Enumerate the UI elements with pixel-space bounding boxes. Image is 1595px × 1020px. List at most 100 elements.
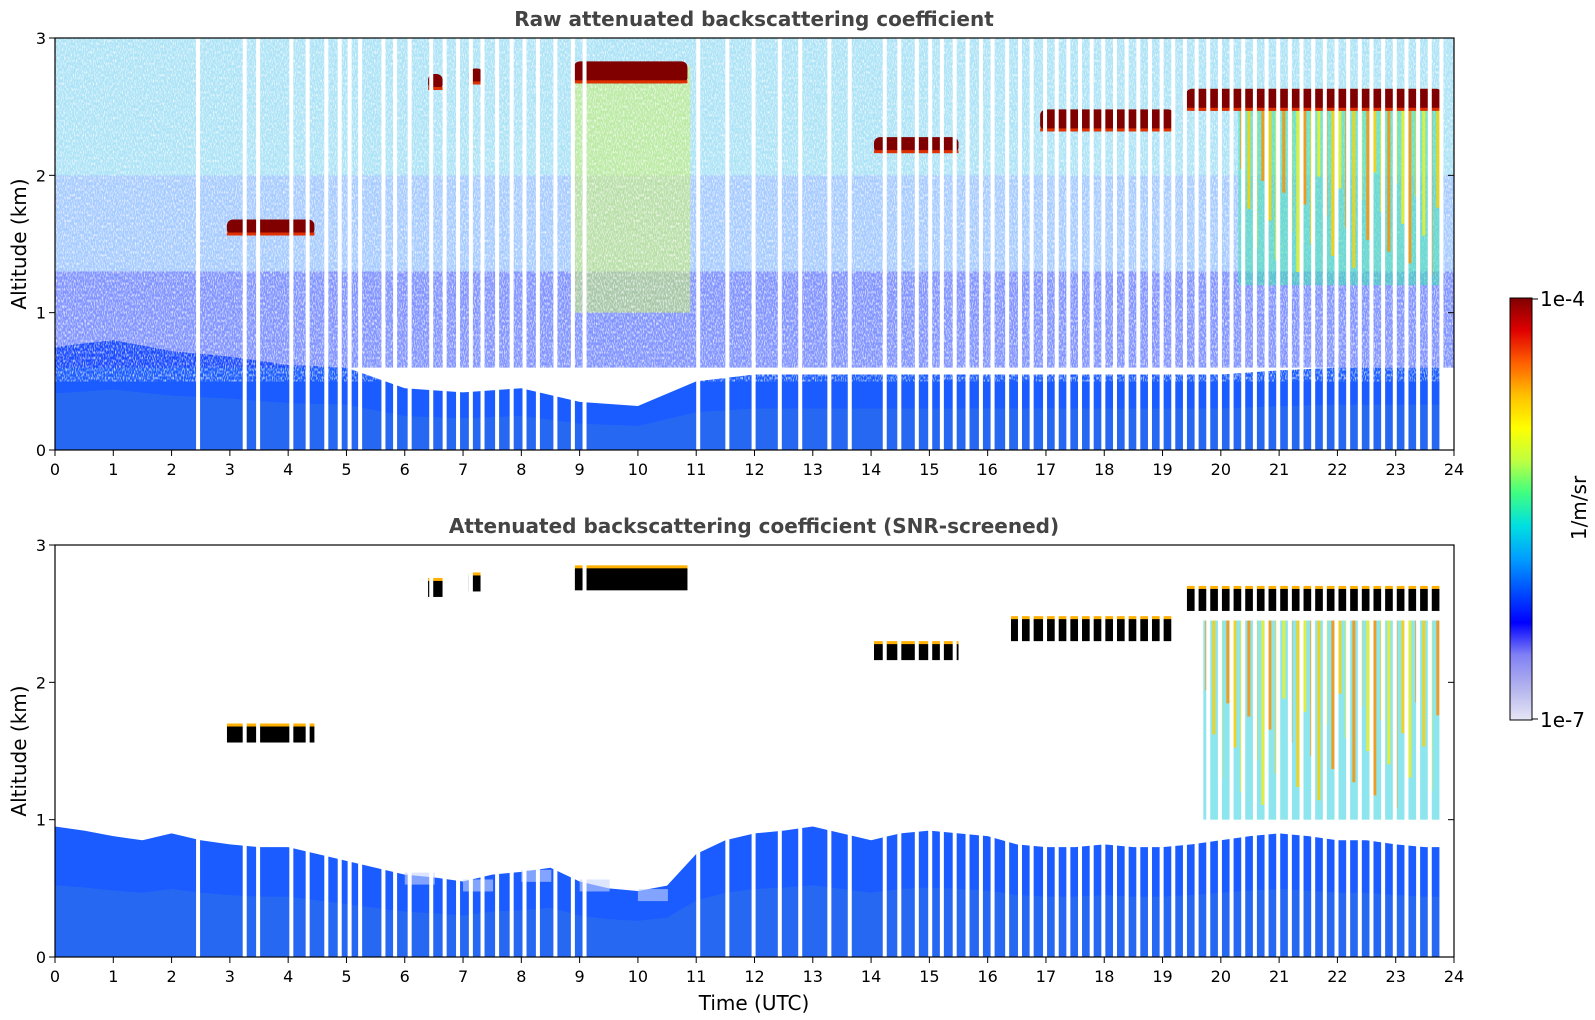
- raw-data-gap: [696, 38, 701, 450]
- raw-data-gap: [751, 38, 756, 450]
- raw-cloud-edge: [573, 80, 688, 84]
- snr-data-gap: [358, 545, 363, 957]
- raw-boundary-layer-core: [55, 389, 1443, 450]
- raw-data-gap: [1159, 38, 1164, 450]
- colorbar-min-label: 1e-7: [1540, 708, 1585, 732]
- snr-data-gap: [1299, 545, 1304, 957]
- raw-panel-title: Raw attenuated backscattering coefficien…: [514, 7, 994, 31]
- raw-x-tick-label: 24: [1444, 460, 1464, 479]
- raw-data-gap: [480, 38, 485, 450]
- snr-precip-streak: [1408, 620, 1412, 778]
- snr-x-tick-label: 9: [575, 967, 585, 986]
- raw-cloud-edge: [1040, 128, 1175, 132]
- raw-data-gap: [1276, 38, 1281, 450]
- raw-precip-streak: [1261, 106, 1265, 181]
- raw-precip-streak: [1387, 106, 1391, 252]
- snr-data-gap: [1217, 545, 1222, 957]
- snr-data-gap: [1043, 545, 1048, 957]
- raw-data-gap: [952, 38, 957, 450]
- raw-precip-streak: [1338, 106, 1342, 189]
- snr-precip-streak: [1436, 620, 1440, 716]
- snr-data-gap: [381, 545, 386, 957]
- snr-data-gap: [1334, 545, 1339, 957]
- raw-precip-streak: [1296, 106, 1300, 272]
- raw-data-gap: [1252, 38, 1257, 450]
- raw-x-tick-label: 12: [744, 460, 764, 479]
- snr-x-tick-label: 20: [1211, 967, 1231, 986]
- snr-y-tick-label: 0: [36, 948, 46, 967]
- raw-precip-streak: [1408, 106, 1412, 264]
- snr-precip-streak: [1352, 620, 1356, 783]
- raw-data-gap: [1404, 38, 1409, 450]
- raw-cloud-layer: [1040, 109, 1175, 132]
- snr-data-gap: [407, 545, 412, 957]
- snr-x-tick-label: 13: [803, 967, 823, 986]
- snr-data-gap: [1357, 545, 1362, 957]
- raw-precip-streak: [1436, 106, 1440, 208]
- raw-x-tick-label: 5: [341, 460, 351, 479]
- snr-data-gap: [495, 545, 500, 957]
- snr-bl-wisp: [463, 879, 494, 892]
- raw-data-gap: [381, 38, 386, 450]
- raw-x-tick-label: 14: [861, 460, 881, 479]
- snr-data-gap: [570, 545, 575, 957]
- raw-data-gap: [1381, 38, 1386, 450]
- snr-x-tick-label: 16: [977, 967, 997, 986]
- snr-data-gap: [798, 545, 803, 957]
- raw-x-tick-label: 9: [575, 460, 585, 479]
- snr-data-gap: [429, 545, 434, 957]
- raw-data-gap: [1427, 38, 1432, 450]
- snr-data-gap: [1264, 545, 1269, 957]
- raw-data-gap: [242, 38, 247, 450]
- snr-x-tick-label: 21: [1269, 967, 1289, 986]
- raw-data-gap: [468, 38, 473, 450]
- raw-data-gap: [1017, 38, 1022, 450]
- raw-data-gap: [1089, 38, 1094, 450]
- snr-bl-wisp: [579, 879, 610, 892]
- raw-cloud-edge: [428, 86, 443, 90]
- snr-data-gap: [1229, 545, 1234, 957]
- raw-data-gap: [1369, 38, 1374, 450]
- snr-y-axis: 0 1 2 3: [36, 536, 1454, 967]
- raw-data-gap: [1005, 38, 1010, 450]
- snr-data-gap: [1439, 545, 1444, 957]
- snr-precip-streak: [1373, 620, 1377, 796]
- raw-precip-streak: [1366, 106, 1370, 240]
- raw-data-gap: [777, 38, 782, 450]
- raw-x-tick-label: 3: [225, 460, 235, 479]
- raw-data-gap: [1334, 38, 1339, 450]
- raw-data-gap: [1229, 38, 1234, 450]
- raw-precip-streak: [1422, 106, 1426, 236]
- snr-data-gap: [1322, 545, 1327, 957]
- raw-precip-streak: [1247, 106, 1251, 209]
- snr-precip-streak: [1226, 620, 1230, 704]
- snr-data-gap: [928, 545, 933, 957]
- snr-data-gap: [696, 545, 701, 957]
- snr-data-gap: [468, 545, 473, 957]
- raw-x-tick-label: 18: [1094, 460, 1114, 479]
- raw-data-gap: [827, 38, 832, 450]
- snr-data-gap: [1029, 545, 1034, 957]
- raw-data-gap: [337, 38, 342, 450]
- snr-data-gap: [939, 545, 944, 957]
- snr-data-gap: [393, 545, 398, 957]
- snr-x-tick-label: 18: [1094, 967, 1114, 986]
- snr-precip-streak: [1317, 620, 1321, 801]
- snr-cloud-edge: [468, 572, 484, 577]
- raw-data-gap: [1392, 38, 1397, 450]
- raw-data-gap: [495, 38, 500, 450]
- snr-data-gap: [952, 545, 957, 957]
- raw-data-gap: [305, 38, 310, 450]
- raw-x-tick-label: 2: [166, 460, 176, 479]
- raw-y-axis: 0 1 2 3: [36, 29, 1454, 460]
- raw-data-gap: [1101, 38, 1106, 450]
- snr-precip-streak: [1212, 620, 1216, 735]
- snr-x-tick-label: 22: [1327, 967, 1347, 986]
- raw-data-gap: [1346, 38, 1351, 450]
- raw-data-gap: [1217, 38, 1222, 450]
- snr-data-gap: [456, 545, 461, 957]
- snr-data-gap: [1287, 545, 1292, 957]
- raw-data-gap: [1322, 38, 1327, 450]
- snr-precip-streak: [1296, 620, 1300, 788]
